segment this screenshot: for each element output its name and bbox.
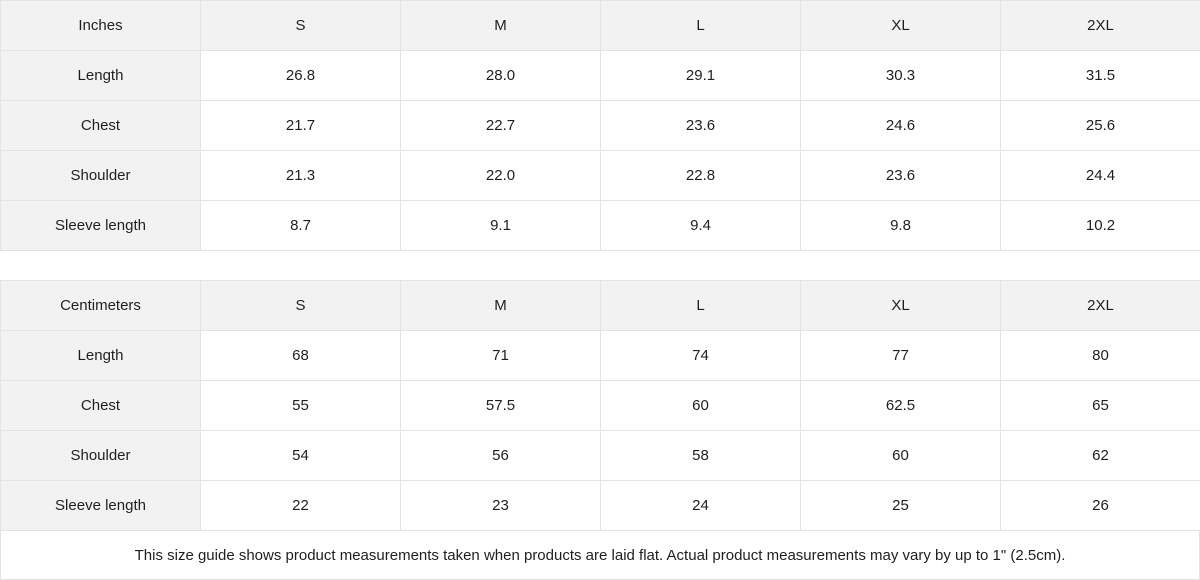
cell-sleeve-m: 9.1	[400, 200, 601, 251]
cell-chest-s: 21.7	[200, 100, 401, 151]
column-header-s: S	[200, 0, 401, 51]
cell-length-s: 26.8	[200, 50, 401, 101]
cell-sleeve-xl: 25	[800, 480, 1001, 532]
cell-chest-l: 23.6	[600, 100, 801, 151]
table-row: Shoulder 54 56 58 60 62	[0, 430, 1200, 482]
cell-shoulder-2xl: 24.4	[1000, 150, 1200, 201]
cell-shoulder-s: 54	[200, 430, 401, 482]
cell-length-2xl: 31.5	[1000, 50, 1200, 101]
table-body-centimeters: Length 68 71 74 77 80 Chest 55 57.5 60 6…	[0, 330, 1200, 532]
cell-shoulder-m: 56	[400, 430, 601, 482]
column-header-m: M	[400, 0, 601, 51]
cell-length-xl: 77	[800, 330, 1001, 382]
cell-length-l: 74	[600, 330, 801, 382]
table-spacer	[0, 251, 1200, 281]
cell-shoulder-l: 58	[600, 430, 801, 482]
cell-sleeve-2xl: 10.2	[1000, 200, 1200, 251]
unit-header-inches: Inches	[0, 0, 201, 51]
cell-chest-2xl: 25.6	[1000, 100, 1200, 151]
header-row: Centimeters S M L XL 2XL	[0, 280, 1200, 332]
cell-sleeve-xl: 9.8	[800, 200, 1001, 251]
cell-shoulder-2xl: 62	[1000, 430, 1200, 482]
column-header-2xl: 2XL	[1000, 0, 1200, 51]
cell-length-m: 28.0	[400, 50, 601, 101]
table-row: Length 26.8 28.0 29.1 30.3 31.5	[0, 50, 1200, 101]
cell-chest-xl: 24.6	[800, 100, 1001, 151]
column-header-2xl: 2XL	[1000, 280, 1200, 332]
row-label-chest: Chest	[0, 380, 201, 432]
cell-sleeve-2xl: 26	[1000, 480, 1200, 532]
cell-sleeve-s: 22	[200, 480, 401, 532]
header-row: Inches S M L XL 2XL	[0, 0, 1200, 51]
row-label-sleeve-length: Sleeve length	[0, 200, 201, 251]
size-table-centimeters: Centimeters S M L XL 2XL Length 68 71 74…	[0, 280, 1200, 532]
column-header-m: M	[400, 280, 601, 332]
unit-header-centimeters: Centimeters	[0, 280, 201, 332]
table-row: Chest 55 57.5 60 62.5 65	[0, 380, 1200, 432]
cell-shoulder-s: 21.3	[200, 150, 401, 201]
cell-shoulder-xl: 60	[800, 430, 1001, 482]
cell-chest-m: 57.5	[400, 380, 601, 432]
cell-sleeve-s: 8.7	[200, 200, 401, 251]
cell-chest-xl: 62.5	[800, 380, 1001, 432]
table-body-inches: Length 26.8 28.0 29.1 30.3 31.5 Chest 21…	[0, 50, 1200, 251]
column-header-l: L	[600, 0, 801, 51]
column-header-xl: XL	[800, 0, 1001, 51]
cell-chest-s: 55	[200, 380, 401, 432]
size-guide-footer-note: This size guide shows product measuremen…	[0, 531, 1200, 580]
cell-shoulder-m: 22.0	[400, 150, 601, 201]
row-label-shoulder: Shoulder	[0, 150, 201, 201]
cell-length-2xl: 80	[1000, 330, 1200, 382]
row-label-sleeve-length: Sleeve length	[0, 480, 201, 532]
table-row: Length 68 71 74 77 80	[0, 330, 1200, 382]
column-header-xl: XL	[800, 280, 1001, 332]
cell-chest-m: 22.7	[400, 100, 601, 151]
cell-length-xl: 30.3	[800, 50, 1001, 101]
table-header-inches: Inches S M L XL 2XL	[0, 0, 1200, 51]
size-table-inches: Inches S M L XL 2XL Length 26.8 28.0 29.…	[0, 0, 1200, 251]
row-label-shoulder: Shoulder	[0, 430, 201, 482]
row-label-length: Length	[0, 330, 201, 382]
cell-shoulder-xl: 23.6	[800, 150, 1001, 201]
table-row: Shoulder 21.3 22.0 22.8 23.6 24.4	[0, 150, 1200, 201]
cell-length-l: 29.1	[600, 50, 801, 101]
table-row: Sleeve length 22 23 24 25 26	[0, 480, 1200, 532]
table-header-centimeters: Centimeters S M L XL 2XL	[0, 280, 1200, 332]
cell-sleeve-l: 9.4	[600, 200, 801, 251]
cell-chest-2xl: 65	[1000, 380, 1200, 432]
column-header-s: S	[200, 280, 401, 332]
cell-length-s: 68	[200, 330, 401, 382]
cell-sleeve-m: 23	[400, 480, 601, 532]
row-label-length: Length	[0, 50, 201, 101]
cell-shoulder-l: 22.8	[600, 150, 801, 201]
cell-sleeve-l: 24	[600, 480, 801, 532]
row-label-chest: Chest	[0, 100, 201, 151]
table-row: Chest 21.7 22.7 23.6 24.6 25.6	[0, 100, 1200, 151]
column-header-l: L	[600, 280, 801, 332]
table-row: Sleeve length 8.7 9.1 9.4 9.8 10.2	[0, 200, 1200, 251]
cell-chest-l: 60	[600, 380, 801, 432]
cell-length-m: 71	[400, 330, 601, 382]
